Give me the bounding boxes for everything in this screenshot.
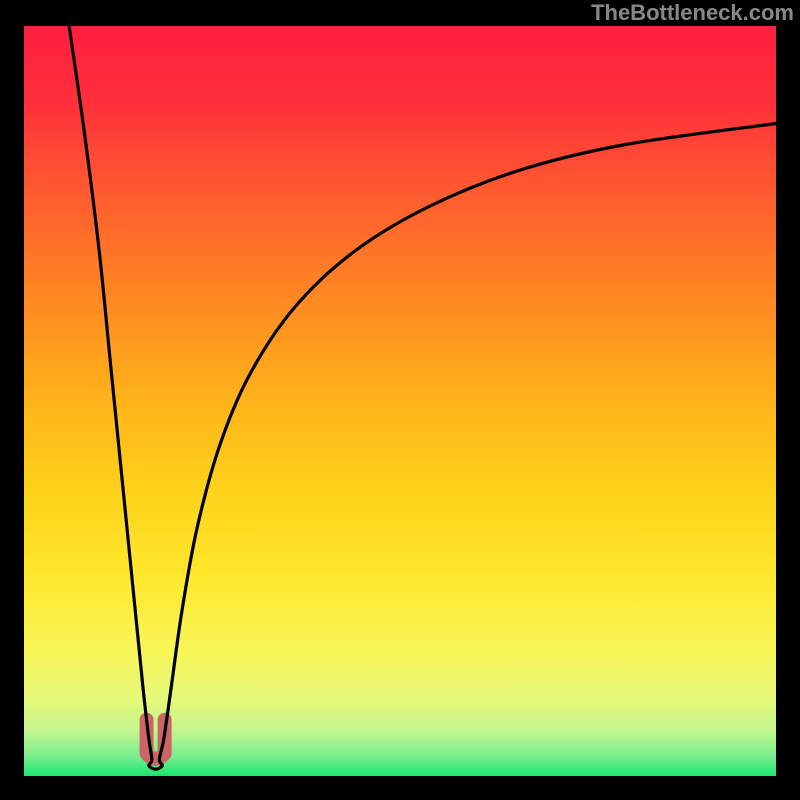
chart-canvas: TheBottleneck.com [0,0,800,800]
bottleneck-chart-svg [0,0,800,800]
watermark-text: TheBottleneck.com [591,0,794,26]
